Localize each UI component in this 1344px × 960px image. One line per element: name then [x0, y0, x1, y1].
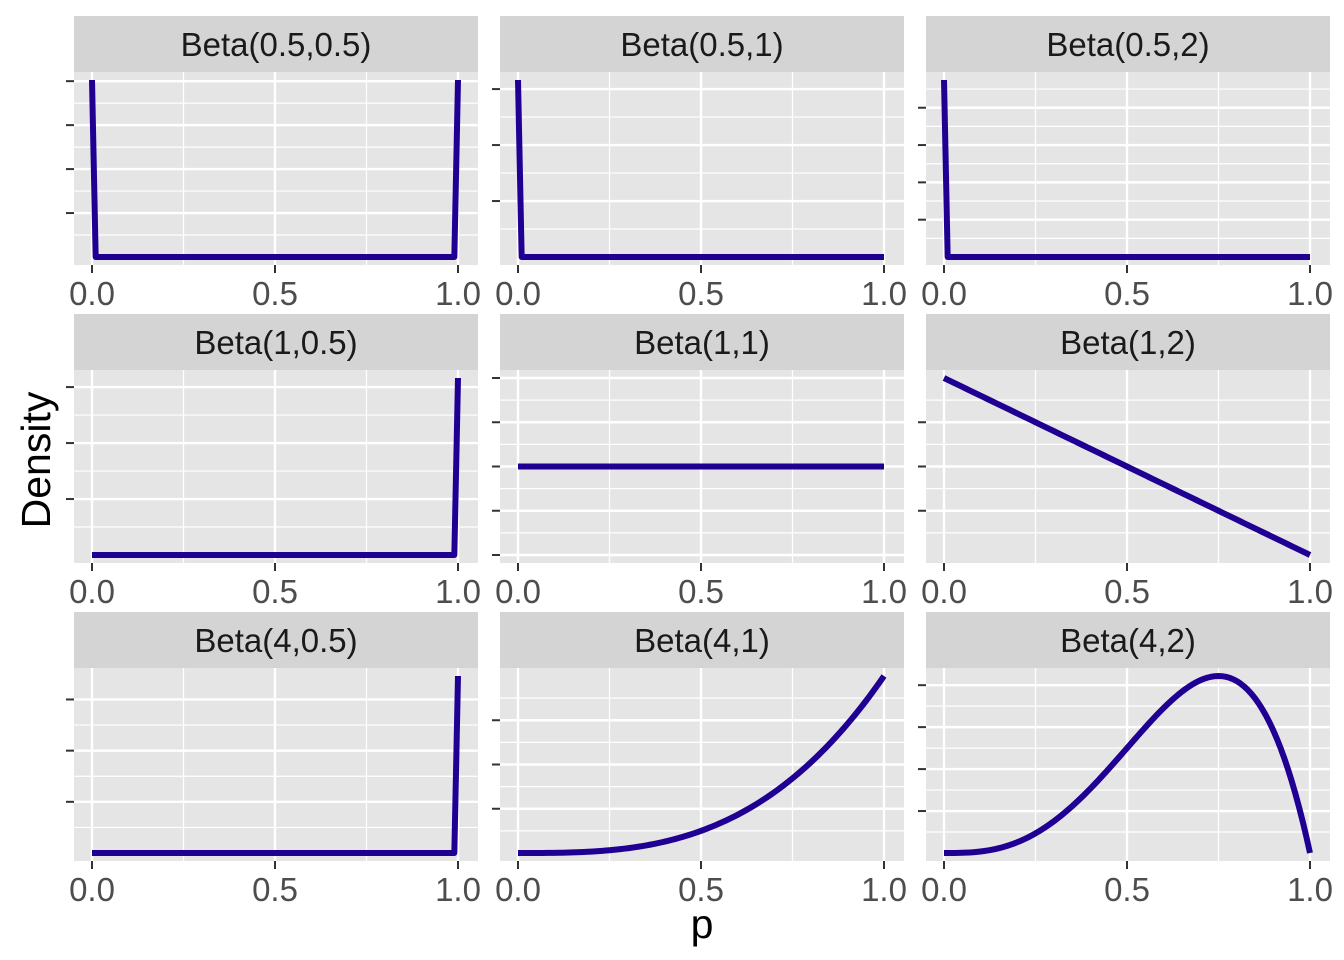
x-tick-label: 0.0 [69, 573, 115, 610]
facet-panel: Beta(0.5,1) 0.0 0.5 1.0 [492, 16, 907, 312]
x-tick-label: 1.0 [435, 871, 481, 908]
x-tick-label: 0.0 [495, 871, 541, 908]
panels-layer: Beta(0.5,0.5) 0.0 0.5 1.0 Beta(0.5,1) 0.0 0.5 1… [66, 16, 1333, 908]
facet-panel: Beta(0.5,2) 0.0 0.5 1.0 [918, 16, 1333, 312]
facet-strip [74, 612, 478, 668]
facet-strip-title: Beta(1,2) [1060, 324, 1196, 361]
facet-panel: Beta(0.5,0.5) 0.0 0.5 1.0 [66, 16, 481, 312]
x-tick-label: 0.5 [252, 573, 298, 610]
x-tick-label: 0.0 [69, 275, 115, 312]
x-tick-label: 0.0 [921, 573, 967, 610]
facet-panel: Beta(4,2) 0.0 0.5 1.0 [918, 612, 1333, 908]
density-line [944, 673, 1313, 856]
x-tick-label: 0.5 [1104, 871, 1150, 908]
facet-strip-title: Beta(4,2) [1060, 622, 1196, 659]
x-tick-label: 1.0 [861, 573, 907, 610]
density-line [518, 674, 887, 856]
density-line [92, 675, 461, 856]
density-line [941, 79, 1310, 260]
x-tick-label: 1.0 [435, 573, 481, 610]
x-tick-label: 0.5 [678, 275, 724, 312]
facet-strip-title: Beta(4,1) [634, 622, 770, 659]
facet-panel: Beta(1,0.5) 0.0 0.5 1.0 [66, 314, 481, 610]
y-axis-title: Density [13, 391, 59, 528]
facet-strip-title: Beta(1,1) [634, 324, 770, 361]
x-tick-label: 0.5 [678, 871, 724, 908]
facet-panel: Beta(4,0.5) 0.0 0.5 1.0 [66, 612, 481, 908]
facet-strip-title: Beta(0.5,0.5) [181, 26, 372, 63]
facet-panel: Beta(4,1) 0.0 0.5 1.0 [492, 612, 907, 908]
x-tick-label: 1.0 [1287, 573, 1333, 610]
facet-strip [500, 16, 904, 72]
facet-strip [926, 314, 1330, 370]
x-tick-label: 1.0 [1287, 275, 1333, 312]
facet-strip [500, 314, 904, 370]
x-tick-label: 1.0 [861, 871, 907, 908]
facet-strip-title: Beta(0.5,2) [1046, 26, 1209, 63]
density-line [942, 375, 1312, 558]
x-tick-label: 0.5 [1104, 573, 1150, 610]
facet-strip [926, 16, 1330, 72]
facet-panel: Beta(1,1) 0.0 0.5 1.0 [492, 314, 907, 610]
density-line [515, 79, 884, 260]
x-tick-label: 0.0 [495, 573, 541, 610]
facet-strip [74, 314, 478, 370]
facet-panel: Beta(1,2) 0.0 0.5 1.0 [918, 314, 1333, 610]
x-tick-label: 0.0 [921, 871, 967, 908]
density-line [92, 377, 461, 558]
facet-strip [500, 612, 904, 668]
x-tick-label: 0.0 [69, 871, 115, 908]
facet-strip-title: Beta(0.5,1) [620, 26, 783, 63]
facet-strip [74, 16, 478, 72]
x-tick-label: 0.0 [921, 275, 967, 312]
facet-strip-title: Beta(1,0.5) [194, 324, 357, 361]
density-line [89, 79, 461, 260]
x-tick-label: 0.5 [252, 871, 298, 908]
x-tick-label: 0.5 [252, 275, 298, 312]
x-tick-label: 0.5 [678, 573, 724, 610]
facet-strip-title: Beta(4,0.5) [194, 622, 357, 659]
x-tick-label: 1.0 [435, 275, 481, 312]
x-tick-label: 0.5 [1104, 275, 1150, 312]
x-axis-title: p [691, 901, 714, 947]
facet-strip [926, 612, 1330, 668]
x-tick-label: 1.0 [1287, 871, 1333, 908]
x-tick-label: 0.0 [495, 275, 541, 312]
x-tick-label: 1.0 [861, 275, 907, 312]
